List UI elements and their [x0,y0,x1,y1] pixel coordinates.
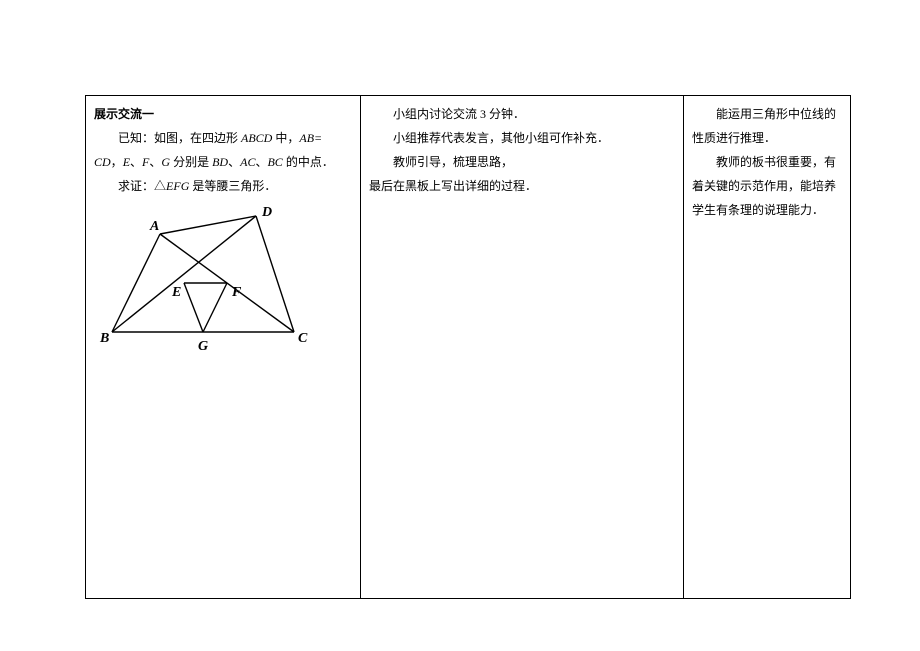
txt: AC [240,155,255,169]
lesson-table: 展示交流一 已知：如图，在四边形 ABCD 中，AB= CD，E、F、G 分别是… [85,95,851,599]
txt: BC [267,155,282,169]
geometry-diagram: A B C D E F G [94,202,319,362]
prove-line: 求证：△EFG 是等腰三角形． [94,174,352,198]
txt: 、 [130,155,142,169]
txt: EFG [166,179,189,193]
txt: AB= [299,131,322,145]
cell-left: 展示交流一 已知：如图，在四边形 ABCD 中，AB= CD，E、F、G 分别是… [86,96,361,599]
svg-text:E: E [171,285,181,300]
txt: 已知：如图，在四边形 [118,131,241,145]
txt: 的中点． [283,155,334,169]
svg-text:B: B [99,331,109,346]
txt: E [123,155,130,169]
mid-l3: 教师引导，梳理思路， [369,150,675,174]
txt: CD [94,155,111,169]
svg-text:G: G [198,339,208,354]
r-l3: 教师的板书很重要，有 [692,150,842,174]
txt: 中， [272,131,299,145]
svg-text:A: A [149,219,159,234]
r-l1: 能运用三角形中位线的 [692,102,842,126]
txt: △ [154,179,166,193]
cell-middle: 小组内讨论交流 3 分钟． 小组推荐代表发言，其他小组可作补充． 教师引导，梳理… [361,96,684,599]
txt: 、 [255,155,267,169]
r-l5: 学生有条理的说理能力． [692,198,842,222]
txt: 求证： [118,179,154,193]
mid-l4: 最后在黑板上写出详细的过程． [369,174,675,198]
txt: 是等腰三角形． [189,179,276,193]
r-l4: 着关键的示范作用，能培养 [692,174,842,198]
txt: ， [111,155,123,169]
svg-text:C: C [298,331,308,346]
r-l2: 性质进行推理． [692,126,842,150]
mid-l1: 小组内讨论交流 3 分钟． [369,102,675,126]
txt: 、 [149,155,161,169]
svg-text:D: D [261,205,272,220]
diagram-container: A B C D E F G [94,202,352,370]
cell-right: 能运用三角形中位线的 性质进行推理． 教师的板书很重要，有 着关键的示范作用，能… [684,96,851,599]
given-line-1: 已知：如图，在四边形 ABCD 中，AB= [94,126,352,150]
given-line-2: CD，E、F、G 分别是 BD、AC、BC 的中点． [94,150,352,174]
txt: ABCD [241,131,272,145]
section-title: 展示交流一 [94,102,352,126]
svg-text:F: F [231,285,242,300]
txt: G [161,155,170,169]
txt: BD [212,155,228,169]
mid-l2: 小组推荐代表发言，其他小组可作补充． [369,126,675,150]
txt: 分别是 [170,155,212,169]
txt: 、 [228,155,240,169]
